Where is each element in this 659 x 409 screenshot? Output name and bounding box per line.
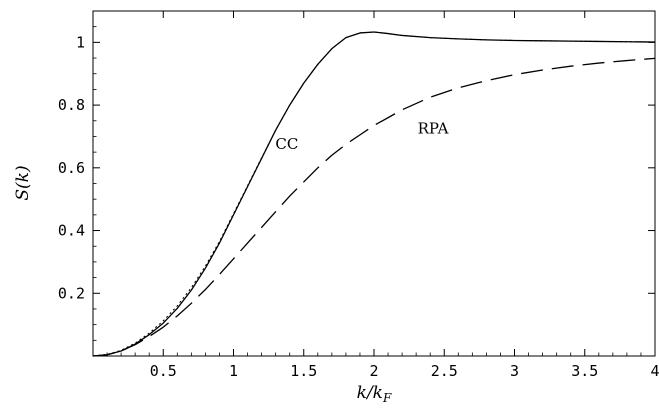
y-tick-label: 1 [76,33,85,51]
x-tick-label: 4 [650,362,659,380]
annotation-label: RPA [418,119,449,137]
x-tick-label: 2.5 [431,362,458,380]
annotation-label: CC [275,135,298,153]
x-axis-ticks: 0.5 1 1.5 2 2.5 3 3.5 4 [106,11,659,380]
plot-frame [92,10,656,357]
x-axis-title: k/kF [357,383,392,405]
y-tick-label: 0.2 [58,284,85,302]
series-line-dotted [92,31,656,357]
y-tick-label: 0.4 [58,222,85,240]
y-tick-label: 0.8 [58,96,85,114]
x-tick-label: 3.5 [571,362,598,380]
x-tick-label: 1.5 [290,362,317,380]
x-tick-label: 0.5 [150,362,177,380]
y-tick-label: 0.6 [58,159,85,177]
x-tick-label: 1 [229,362,238,380]
y-axis-title: S(k) [13,165,33,200]
series-layer [92,31,656,357]
series-line-solid [92,31,656,357]
series-line-dashed [92,57,656,357]
x-tick-label: 3 [510,362,519,380]
annotations: CC RPA [275,119,448,153]
y-axis-ticks: 0.2 0.4 0.6 0.8 1 [58,26,655,341]
x-tick-label: 2 [369,362,378,380]
